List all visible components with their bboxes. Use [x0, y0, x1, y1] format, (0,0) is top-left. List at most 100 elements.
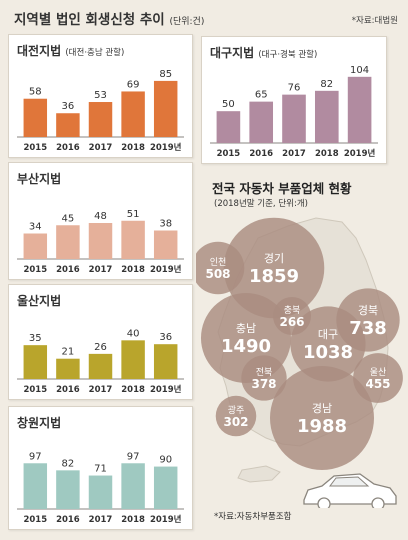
region-value-label: 1859 [249, 266, 299, 287]
bar-value-label: 36 [62, 101, 75, 112]
bar [153, 344, 178, 379]
x-tick-label: 2016 [56, 385, 80, 395]
bar-chart-daejeon: 58 2015 36 2016 53 2017 69 2018 85 2019년 [17, 69, 184, 153]
region-name-label: 경기 [264, 252, 284, 265]
car-body [303, 473, 397, 505]
x-tick-label: 2017 [282, 149, 306, 159]
source-label-top: *자료:대법원 [351, 16, 398, 26]
region-value-label: 1038 [303, 342, 353, 363]
region-value-label: 508 [205, 267, 230, 281]
x-tick-label: 2015 [23, 385, 47, 395]
bar [249, 101, 274, 143]
bar [121, 340, 145, 379]
page-title-text: 지역별 법인 회생신청 추이 [14, 12, 165, 28]
bar-value-label: 48 [94, 211, 107, 222]
card-title-text: 부산지법 [17, 172, 62, 186]
x-tick-label: 2018 [121, 143, 145, 153]
region-name-label: 충남 [236, 322, 256, 335]
region-bubble [196, 241, 245, 295]
x-tick-label: 2017 [89, 515, 113, 525]
bar [216, 111, 241, 143]
x-tick-label: 2016 [249, 149, 273, 159]
region-name-label: 대구 [318, 328, 338, 341]
region-value-label: 1988 [297, 416, 347, 437]
x-tick-label: 2018 [121, 265, 145, 275]
bar [153, 80, 178, 137]
chart-card-ulsan: 35 2015 21 2016 26 2017 40 2018 36 2019년 울산지법 [8, 284, 193, 400]
x-tick-label: 2015 [23, 143, 47, 153]
bar-value-label: 21 [62, 347, 75, 358]
bar-chart-ulsan: 35 2015 21 2016 26 2017 40 2018 36 2019년 [17, 328, 184, 395]
bar-value-label: 90 [159, 455, 172, 466]
car-wheel-rear [371, 497, 385, 508]
x-tick-label: 2015 [23, 265, 47, 275]
bar [23, 233, 48, 259]
x-tick-label: 2018 [315, 149, 339, 159]
card-title-text: 대전지법 [17, 44, 62, 58]
bar-value-label: 65 [255, 90, 268, 101]
region-value-label: 378 [251, 377, 276, 391]
bar-value-label: 26 [94, 342, 107, 353]
region-name-label: 광주 [228, 404, 245, 416]
bar-value-label: 71 [94, 464, 107, 475]
bar-value-label: 38 [159, 219, 172, 230]
card-title-text: 대구지법 [210, 46, 255, 60]
region-bubble [353, 353, 403, 403]
bar-value-label: 97 [29, 451, 42, 462]
card-title-ulsan: 울산지법 [17, 292, 61, 309]
region-name-label: 인천 [210, 257, 227, 268]
bar-value-label: 104 [350, 65, 369, 76]
region-bubble [272, 296, 312, 336]
bar-value-label: 82 [62, 458, 75, 469]
bar-value-label: 82 [320, 79, 333, 90]
region-value-label: 266 [279, 315, 304, 329]
x-tick-label: 2016 [56, 143, 80, 153]
bar [56, 113, 80, 137]
bar-value-label: 34 [29, 222, 42, 233]
page-title: 지역별 법인 회생신청 추이 (단위:건) [14, 8, 204, 28]
bar [56, 225, 80, 259]
bar [88, 475, 113, 509]
card-title-changwon: 창원지법 [17, 414, 61, 431]
bar [121, 91, 145, 137]
x-tick-label: 2019년 [344, 148, 376, 159]
x-tick-label: 2018 [121, 385, 145, 395]
region-bubble [336, 288, 400, 352]
card-title-daegu: 대구지법 (대구·경북 관할) [210, 44, 317, 61]
bar-value-label: 50 [222, 99, 235, 110]
bar [153, 466, 178, 509]
unit-label: (단위:건) [169, 17, 205, 27]
x-tick-label: 2017 [89, 385, 113, 395]
bar [282, 94, 306, 143]
bar-chart-busan: 34 2015 45 2016 48 2017 51 2018 38 2019년 [17, 209, 184, 275]
region-name-label: 충북 [284, 305, 301, 316]
bar [56, 470, 80, 509]
card-title-text: 울산지법 [17, 294, 62, 308]
bar-value-label: 53 [94, 90, 107, 101]
bar [88, 102, 113, 137]
bar [153, 230, 178, 259]
source-label-bottom: *자료:자동차부품조합 [214, 512, 292, 522]
region-bubble [241, 355, 287, 401]
x-tick-label: 2019년 [150, 264, 182, 275]
bar [121, 463, 145, 509]
chart-card-busan: 34 2015 45 2016 48 2017 51 2018 38 2019년 부산지법 [8, 162, 193, 280]
card-subtitle: (대구·경북 관할) [258, 50, 318, 60]
bar [347, 76, 372, 143]
region-value-label: 455 [365, 377, 390, 391]
x-tick-label: 2015 [23, 515, 47, 525]
x-tick-label: 2019년 [150, 384, 182, 395]
card-subtitle: (대전·충남 관할) [65, 48, 125, 58]
card-title-text: 창원지법 [17, 416, 62, 430]
bar-value-label: 97 [127, 451, 140, 462]
bar-value-label: 51 [127, 209, 140, 220]
jeju-island-shape [237, 465, 281, 483]
region-name-label: 울산 [370, 367, 387, 378]
bar-value-label: 58 [29, 87, 42, 98]
bar-value-label: 36 [159, 332, 172, 343]
chart-card-daegu: 50 2015 65 2016 76 2017 82 2018 104 2019년 대구지법 (대… [201, 36, 387, 164]
x-tick-label: 2016 [56, 515, 80, 525]
region-value-label: 1490 [221, 336, 271, 357]
x-tick-label: 2019년 [150, 514, 182, 525]
